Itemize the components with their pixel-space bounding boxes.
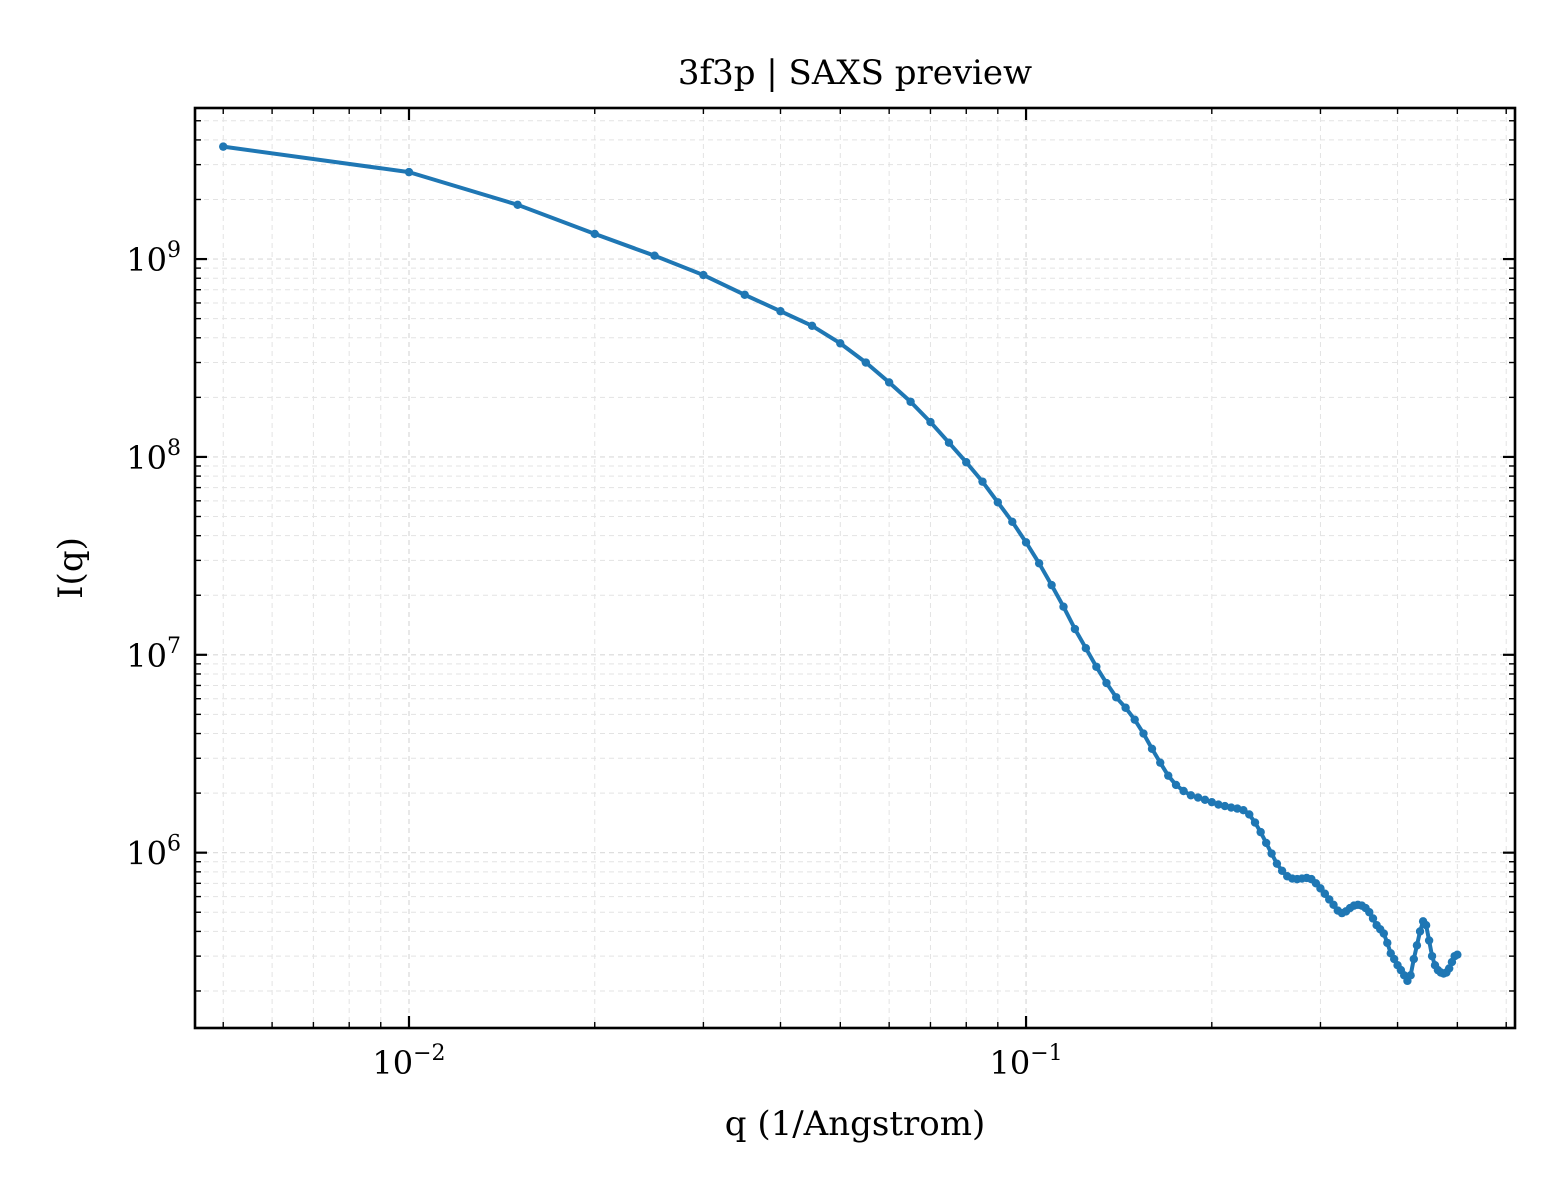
data-point — [1059, 602, 1068, 611]
series-layer — [219, 142, 1462, 986]
data-point — [1415, 927, 1425, 936]
data-point — [1272, 859, 1282, 868]
data-point — [1186, 791, 1196, 800]
data-point — [1409, 954, 1419, 964]
data-point — [1092, 662, 1101, 671]
data-point — [1220, 801, 1230, 811]
data-point — [1179, 786, 1188, 796]
data-point — [1139, 729, 1148, 738]
chart-title: 3f3p | SAXS preview — [678, 53, 1032, 93]
data-point — [1261, 838, 1271, 848]
data-point — [1034, 559, 1044, 568]
data-point — [1102, 678, 1111, 688]
data-point — [1383, 938, 1392, 948]
x-tick-label: 10−2 — [372, 1041, 445, 1082]
data-point — [1200, 795, 1210, 805]
data-point — [1239, 805, 1248, 815]
y-tick-label: 107 — [126, 634, 181, 675]
data-point — [1368, 914, 1378, 923]
data-point — [1406, 971, 1415, 980]
data-point — [1453, 950, 1462, 959]
data-point — [906, 397, 915, 406]
data-point — [219, 142, 228, 151]
data-point — [1214, 800, 1223, 809]
data-point — [650, 251, 659, 260]
data-point — [1427, 951, 1437, 961]
data-point — [1250, 818, 1260, 827]
data-point — [404, 167, 414, 177]
data-point — [861, 358, 871, 367]
y-tick-label: 106 — [126, 832, 181, 873]
data-point — [1256, 827, 1265, 837]
ticks — [195, 108, 1515, 1028]
data-point — [836, 339, 845, 348]
data-point — [1207, 797, 1217, 807]
data-point — [776, 307, 785, 316]
data-point — [1130, 715, 1139, 724]
data-point — [1121, 703, 1130, 712]
data-point — [1070, 624, 1080, 634]
data-point — [1424, 936, 1434, 945]
data-point — [1171, 780, 1181, 790]
data-point — [1267, 849, 1276, 858]
data-point — [1147, 744, 1157, 753]
data-point — [1245, 810, 1254, 819]
data-point — [1047, 580, 1056, 590]
data-point — [1226, 803, 1236, 812]
data-point — [1421, 921, 1431, 930]
data-point — [884, 378, 894, 387]
plot-frame — [193, 106, 1517, 1030]
data-point — [1008, 517, 1017, 527]
y-axis-label: I(q) — [51, 537, 91, 599]
y-tick-label: 109 — [126, 238, 181, 279]
data-point — [807, 321, 817, 330]
grid — [195, 108, 1515, 1028]
tick-labels: 10−2 10−1 106 107 108 109 — [126, 238, 1062, 1082]
data-point — [1379, 929, 1389, 938]
data-point — [1444, 964, 1454, 973]
data-point — [699, 270, 708, 280]
data-point — [962, 458, 971, 467]
data-point — [1193, 793, 1203, 802]
x-axis-label: q (1/Angstrom) — [725, 1104, 985, 1144]
data-point — [1021, 538, 1031, 547]
y-tick-label: 108 — [126, 436, 181, 477]
x-tick-label: 10−1 — [989, 1041, 1062, 1082]
data-point — [1412, 941, 1422, 950]
data-point — [1365, 908, 1374, 917]
data-point — [978, 477, 987, 486]
data-point — [944, 438, 954, 447]
data-point — [1081, 643, 1091, 653]
data-point — [1277, 866, 1287, 875]
data-point — [926, 417, 935, 427]
data-point — [1156, 758, 1165, 767]
data-point — [993, 498, 1003, 507]
data-point — [740, 290, 749, 299]
data-point — [1112, 693, 1121, 702]
data-point — [513, 200, 522, 210]
data-point — [590, 229, 599, 239]
data-point — [1320, 889, 1330, 898]
data-point — [1164, 771, 1173, 780]
data-point — [1389, 954, 1399, 964]
